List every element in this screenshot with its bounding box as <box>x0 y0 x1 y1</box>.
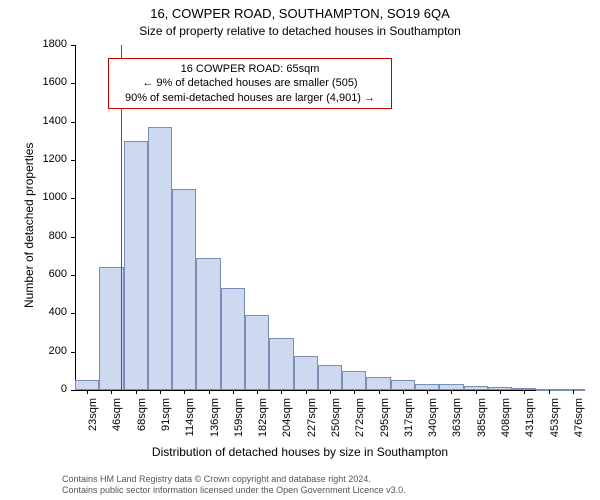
x-tick-label: 385sqm <box>476 398 488 448</box>
x-tick-label: 295sqm <box>379 398 391 448</box>
x-tick-label: 453sqm <box>549 398 561 448</box>
x-tick-label: 136sqm <box>209 398 221 448</box>
x-tick <box>549 390 550 394</box>
x-tick-label: 46sqm <box>111 398 123 448</box>
histogram-bar <box>269 338 293 390</box>
y-tick-label: 1400 <box>27 115 67 127</box>
x-tick-label: 68sqm <box>136 398 148 448</box>
annotation-line-3: 90% of semi-detached houses are larger (… <box>115 91 385 105</box>
x-tick-label: 272sqm <box>354 398 366 448</box>
footer-attribution: Contains HM Land Registry data © Crown c… <box>62 474 406 496</box>
x-tick-label: 476sqm <box>573 398 585 448</box>
y-tick <box>71 83 75 84</box>
x-tick <box>281 390 282 394</box>
y-tick <box>71 198 75 199</box>
x-tick-label: 340sqm <box>427 398 439 448</box>
chart-subtitle: Size of property relative to detached ho… <box>0 24 600 38</box>
y-tick <box>71 160 75 161</box>
x-tick-label: 431sqm <box>524 398 536 448</box>
histogram-bar <box>294 356 318 391</box>
x-tick-label: 227sqm <box>306 398 318 448</box>
x-axis-label: Distribution of detached houses by size … <box>0 445 600 459</box>
histogram-bar <box>148 127 172 390</box>
x-tick <box>184 390 185 394</box>
y-tick-label: 1800 <box>27 38 67 50</box>
histogram-bar <box>124 141 148 390</box>
x-tick <box>209 390 210 394</box>
x-tick-label: 204sqm <box>281 398 293 448</box>
annotation-box: 16 COWPER ROAD: 65sqm ← 9% of detached h… <box>108 58 392 109</box>
histogram-bar <box>75 380 99 390</box>
footer-line-1: Contains HM Land Registry data © Crown c… <box>62 474 406 485</box>
y-tick-label: 1600 <box>27 76 67 88</box>
x-tick-label: 159sqm <box>233 398 245 448</box>
y-axis-line <box>75 45 76 390</box>
x-tick-label: 317sqm <box>403 398 415 448</box>
y-tick <box>71 352 75 353</box>
x-tick <box>306 390 307 394</box>
y-tick <box>71 122 75 123</box>
x-tick <box>111 390 112 394</box>
histogram-bar <box>196 258 220 390</box>
histogram-bar <box>99 267 123 390</box>
x-tick <box>330 390 331 394</box>
x-tick <box>451 390 452 394</box>
x-tick <box>87 390 88 394</box>
y-tick-label: 200 <box>27 345 67 357</box>
x-tick <box>500 390 501 394</box>
histogram-bar <box>221 288 245 390</box>
x-tick-label: 114sqm <box>184 398 196 448</box>
chart-title: 16, COWPER ROAD, SOUTHAMPTON, SO19 6QA <box>0 6 600 21</box>
footer-line-2: Contains public sector information licen… <box>62 485 406 496</box>
x-tick-label: 408sqm <box>500 398 512 448</box>
y-axis-label: Number of detached properties <box>22 142 36 307</box>
y-tick <box>71 390 75 391</box>
y-tick <box>71 237 75 238</box>
x-tick <box>354 390 355 394</box>
x-tick <box>573 390 574 394</box>
x-tick-label: 91sqm <box>160 398 172 448</box>
y-tick <box>71 45 75 46</box>
x-tick-label: 182sqm <box>257 398 269 448</box>
x-tick-label: 363sqm <box>451 398 463 448</box>
y-tick <box>71 275 75 276</box>
x-tick <box>524 390 525 394</box>
annotation-line-2: ← 9% of detached houses are smaller (505… <box>115 76 385 90</box>
x-tick-label: 23sqm <box>87 398 99 448</box>
x-tick <box>427 390 428 394</box>
x-tick-label: 250sqm <box>330 398 342 448</box>
x-tick <box>257 390 258 394</box>
histogram-bar <box>391 380 415 390</box>
y-tick-label: 400 <box>27 306 67 318</box>
x-tick <box>233 390 234 394</box>
histogram-bar <box>342 371 366 390</box>
histogram-bar <box>366 377 390 390</box>
histogram-bar <box>245 315 269 390</box>
x-tick <box>403 390 404 394</box>
annotation-line-1: 16 COWPER ROAD: 65sqm <box>115 62 385 76</box>
y-tick <box>71 313 75 314</box>
histogram-bar <box>172 189 196 390</box>
x-tick <box>136 390 137 394</box>
x-tick <box>379 390 380 394</box>
histogram-bar <box>318 365 342 390</box>
x-tick <box>160 390 161 394</box>
x-tick <box>476 390 477 394</box>
y-tick-label: 0 <box>27 383 67 395</box>
